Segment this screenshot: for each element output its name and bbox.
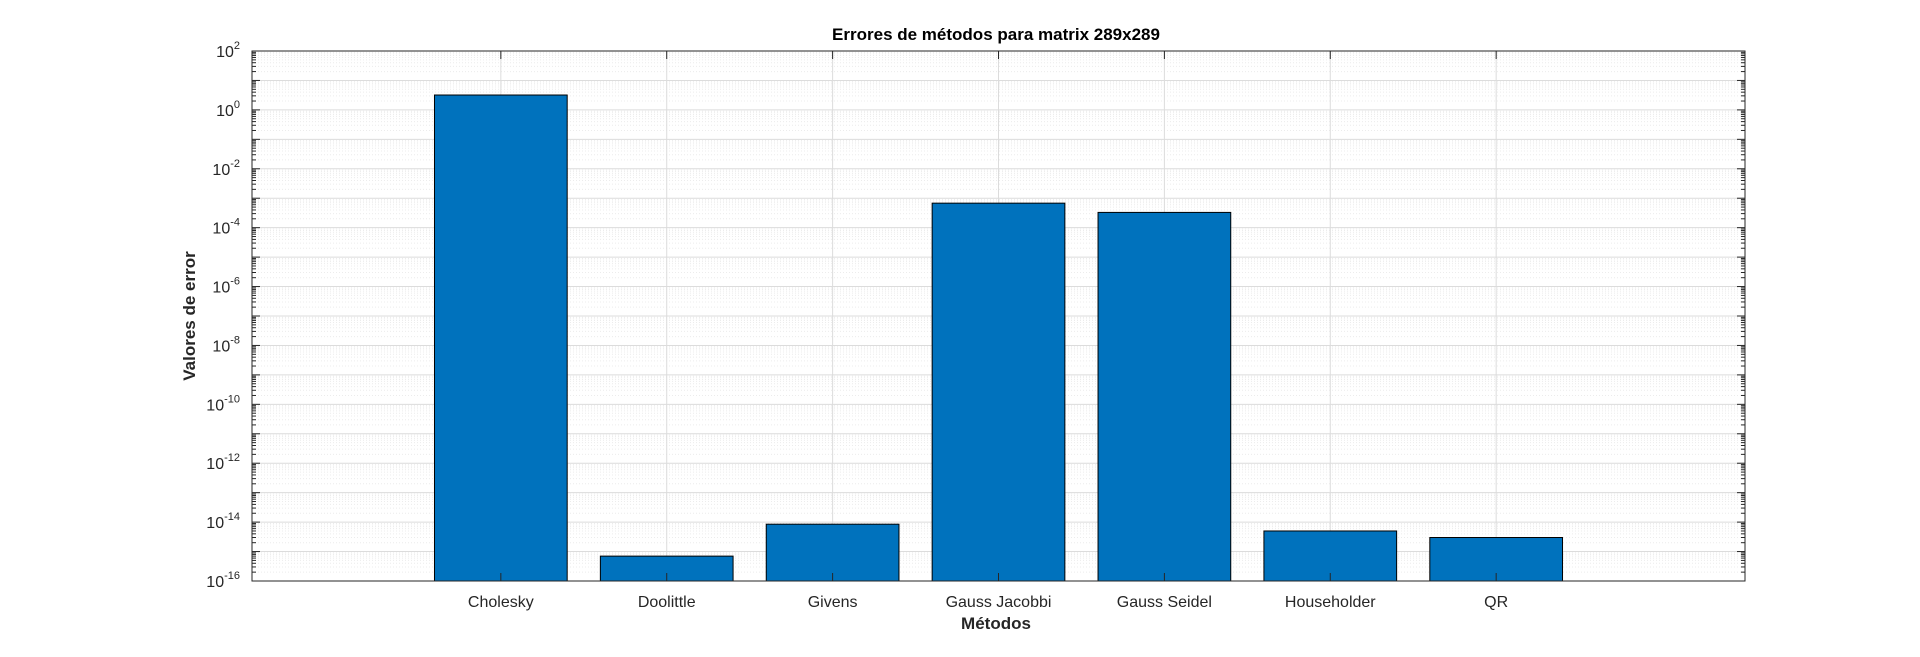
y-tick-base: 10: [216, 44, 234, 61]
y-tick-base: 10: [212, 162, 230, 179]
y-tick-base: 10: [216, 103, 234, 120]
x-tick-labels: Cholesky Doolittle Givens Gauss Jacobbi Gaus…: [468, 594, 1508, 611]
svg-text:10-16: 10-16: [206, 570, 240, 591]
svg-text:10-8: 10-8: [212, 334, 240, 355]
svg-text:10-6: 10-6: [212, 276, 240, 297]
y-tick-label: 102: [216, 40, 240, 61]
y-tick-label: 10-4: [212, 217, 240, 238]
svg-text:10-14: 10-14: [206, 511, 240, 532]
x-tick-label: Givens: [808, 594, 858, 611]
x-axis-label: Métodos: [961, 614, 1031, 633]
y-tick-label: 10-6: [212, 276, 240, 297]
x-tick-label: Doolittle: [638, 594, 696, 611]
bar-householder: [1263, 530, 1398, 582]
y-tick-base: 10: [206, 456, 224, 473]
y-tick-label: 10-16: [206, 570, 240, 591]
svg-text:102: 102: [216, 40, 240, 61]
y-tick-base: 10: [206, 515, 224, 532]
x-tick-label: Gauss Seidel: [1117, 594, 1212, 611]
y-tick-base: 10: [206, 574, 224, 591]
y-tick-label: 10-12: [206, 452, 240, 473]
y-tick-base: 10: [212, 221, 230, 238]
bars: [433, 94, 1564, 582]
x-tick-label: QR: [1484, 594, 1508, 611]
y-tick-label: 10-8: [212, 334, 240, 355]
chart-title: Errores de métodos para matrix 289x289: [832, 25, 1160, 44]
bar-gauss-jacobbi: [931, 202, 1066, 582]
bar-givens: [765, 523, 900, 582]
y-tick-labels: 10210010-210-410-610-810-1010-1210-1410-…: [206, 40, 240, 591]
bar-cholesky: [433, 94, 568, 582]
y-tick-exponent: -10: [224, 393, 240, 405]
y-tick-label: 100: [216, 99, 240, 120]
y-tick-label: 10-2: [212, 158, 240, 179]
y-tick-exponent: -4: [230, 217, 240, 229]
svg-text:10-10: 10-10: [206, 393, 240, 414]
svg-text:10-4: 10-4: [212, 217, 240, 238]
x-tick-label: Gauss Jacobbi: [946, 594, 1052, 611]
tick-marks: [252, 51, 1745, 582]
y-tick-exponent: 0: [234, 99, 240, 111]
y-tick-exponent: -6: [230, 276, 240, 288]
y-tick-label: 10-14: [206, 511, 240, 532]
y-tick-base: 10: [206, 397, 224, 414]
svg-text:100: 100: [216, 99, 240, 120]
svg-text:10-2: 10-2: [212, 158, 240, 179]
y-tick-exponent: -2: [230, 158, 240, 170]
y-tick-label: 10-10: [206, 393, 240, 414]
bar-gauss-seidel: [1097, 211, 1232, 582]
svg-text:10-12: 10-12: [206, 452, 240, 473]
x-tick-label: Cholesky: [468, 594, 534, 611]
y-tick-exponent: -12: [224, 452, 240, 464]
y-tick-exponent: -8: [230, 334, 240, 346]
y-tick-base: 10: [212, 338, 230, 355]
y-tick-exponent: -14: [224, 511, 240, 523]
y-axis-label: Valores de error: [180, 251, 199, 381]
y-tick-exponent: 2: [234, 40, 240, 52]
y-tick-base: 10: [212, 280, 230, 297]
y-tick-exponent: -16: [224, 570, 240, 582]
x-tick-label: Householder: [1285, 594, 1376, 611]
